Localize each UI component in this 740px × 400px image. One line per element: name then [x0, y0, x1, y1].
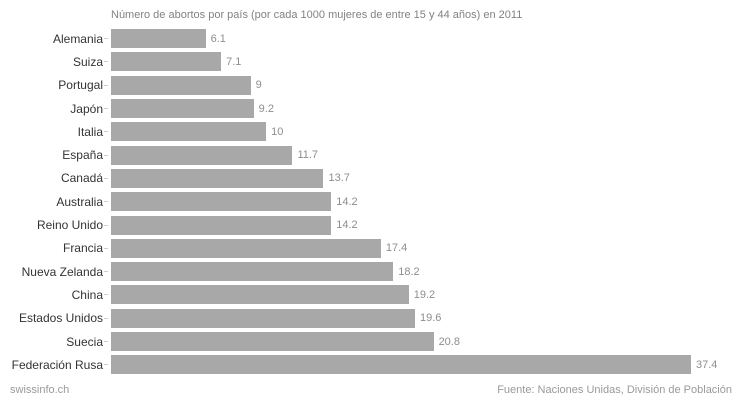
category-label: España — [62, 148, 103, 163]
bar-track: 13.7 — [111, 167, 740, 190]
category-label: Federación Rusa — [11, 357, 103, 372]
bar — [111, 262, 394, 282]
bar-track: 9 — [111, 74, 740, 97]
bar-track: 11.7 — [111, 143, 740, 166]
axis-tick — [104, 84, 108, 86]
chart-row: Australia 14.2 — [0, 190, 740, 213]
chart-row: España 11.7 — [0, 143, 740, 166]
bar — [111, 29, 206, 49]
value-label: 18.2 — [398, 265, 420, 278]
bar-track: 18.2 — [111, 260, 740, 283]
bar-track: 14.2 — [111, 213, 740, 236]
bar-track: 7.1 — [111, 50, 740, 73]
chart-row: Japón 9.2 — [0, 97, 740, 120]
chart-row: Francia 17.4 — [0, 237, 740, 260]
bar — [111, 145, 293, 165]
value-label: 10 — [271, 125, 284, 138]
value-label: 11.7 — [297, 149, 319, 162]
category-label: Francia — [62, 241, 103, 256]
chart-row: Reino Unido 14.2 — [0, 213, 740, 236]
bar-track: 6.1 — [111, 27, 740, 50]
chart-row: Nueva Zelanda 18.2 — [0, 260, 740, 283]
bar — [111, 285, 409, 305]
value-label: 14.2 — [336, 195, 358, 208]
chart-title: Número de abortos por país (por cada 100… — [111, 9, 523, 21]
chart-row: Suiza 7.1 — [0, 50, 740, 73]
value-label: 7.1 — [226, 55, 242, 68]
axis-tick — [104, 294, 108, 296]
bar — [111, 308, 415, 328]
axis-tick — [104, 364, 108, 366]
category-label: Suiza — [72, 54, 103, 69]
bar — [111, 192, 332, 212]
axis-tick — [104, 154, 108, 156]
value-label: 19.6 — [419, 312, 442, 325]
chart-row: Federación Rusa 37.4 — [0, 353, 740, 376]
value-label: 6.1 — [210, 32, 226, 45]
bar-track: 37.4 — [111, 353, 740, 376]
category-label: Estados Unidos — [18, 311, 103, 326]
axis-tick — [104, 38, 108, 40]
category-label: Suecia — [66, 334, 103, 349]
axis-tick — [104, 177, 108, 179]
category-label: Portugal — [58, 78, 103, 93]
axis-tick — [104, 271, 108, 273]
value-label: 14.2 — [336, 219, 358, 232]
bar-track: 20.8 — [111, 330, 740, 353]
category-label: Japón — [70, 101, 103, 116]
category-label: Alemania — [52, 31, 103, 46]
category-label: Reino Unido — [36, 218, 103, 233]
bar-track: 14.2 — [111, 190, 740, 213]
chart-row: China 19.2 — [0, 283, 740, 306]
axis-tick — [104, 317, 108, 319]
category-label: Australia — [56, 194, 103, 209]
chart-row: Italia 10 — [0, 120, 740, 143]
bar — [111, 332, 434, 351]
bar — [111, 215, 332, 235]
axis-tick — [104, 131, 108, 133]
value-label: 17.4 — [385, 242, 408, 255]
value-label: 9.2 — [258, 102, 274, 115]
bar — [111, 75, 251, 95]
category-label: Italia — [77, 124, 103, 139]
footer: swissinfo.ch Fuente: Naciones Unidas, Di… — [10, 384, 732, 396]
bar — [111, 238, 381, 258]
value-label: 13.7 — [328, 172, 350, 185]
bar — [111, 122, 267, 142]
bar-track: 17.4 — [111, 237, 740, 260]
bar-chart: Alemania 6.1 Suiza 7.1 Portugal 9 Japón 9.2 Ital… — [0, 27, 740, 376]
category-label: Canadá — [60, 171, 103, 186]
bar-track: 19.6 — [111, 307, 740, 330]
brand-swissinfo: swissinfo.ch — [10, 384, 70, 396]
axis-tick — [104, 247, 108, 249]
chart-row: Alemania 6.1 — [0, 27, 740, 50]
chart-row: Canadá 13.7 — [0, 167, 740, 190]
bar — [111, 99, 254, 119]
chart-row: Portugal 9 — [0, 74, 740, 97]
bar — [111, 52, 222, 72]
bar-track: 10 — [111, 120, 740, 143]
chart-row: Estados Unidos 19.6 — [0, 307, 740, 330]
category-label: Nueva Zelanda — [21, 264, 103, 279]
bar-track: 9.2 — [111, 97, 740, 120]
axis-tick — [104, 61, 108, 63]
value-label: 37.4 — [696, 358, 718, 371]
axis-tick — [104, 201, 108, 203]
category-label: China — [71, 287, 103, 302]
value-label: 9 — [255, 79, 262, 92]
chart-row: Suecia 20.8 — [0, 330, 740, 353]
bar — [111, 168, 324, 188]
value-label: 19.2 — [413, 288, 436, 301]
axis-tick — [104, 108, 108, 110]
axis-tick — [104, 224, 108, 226]
value-label: 20.8 — [438, 335, 460, 348]
bar-track: 19.2 — [111, 283, 740, 306]
source-credit: Fuente: Naciones Unidas, División de Pob… — [497, 384, 732, 396]
axis-tick — [104, 341, 108, 342]
bar — [111, 355, 691, 375]
